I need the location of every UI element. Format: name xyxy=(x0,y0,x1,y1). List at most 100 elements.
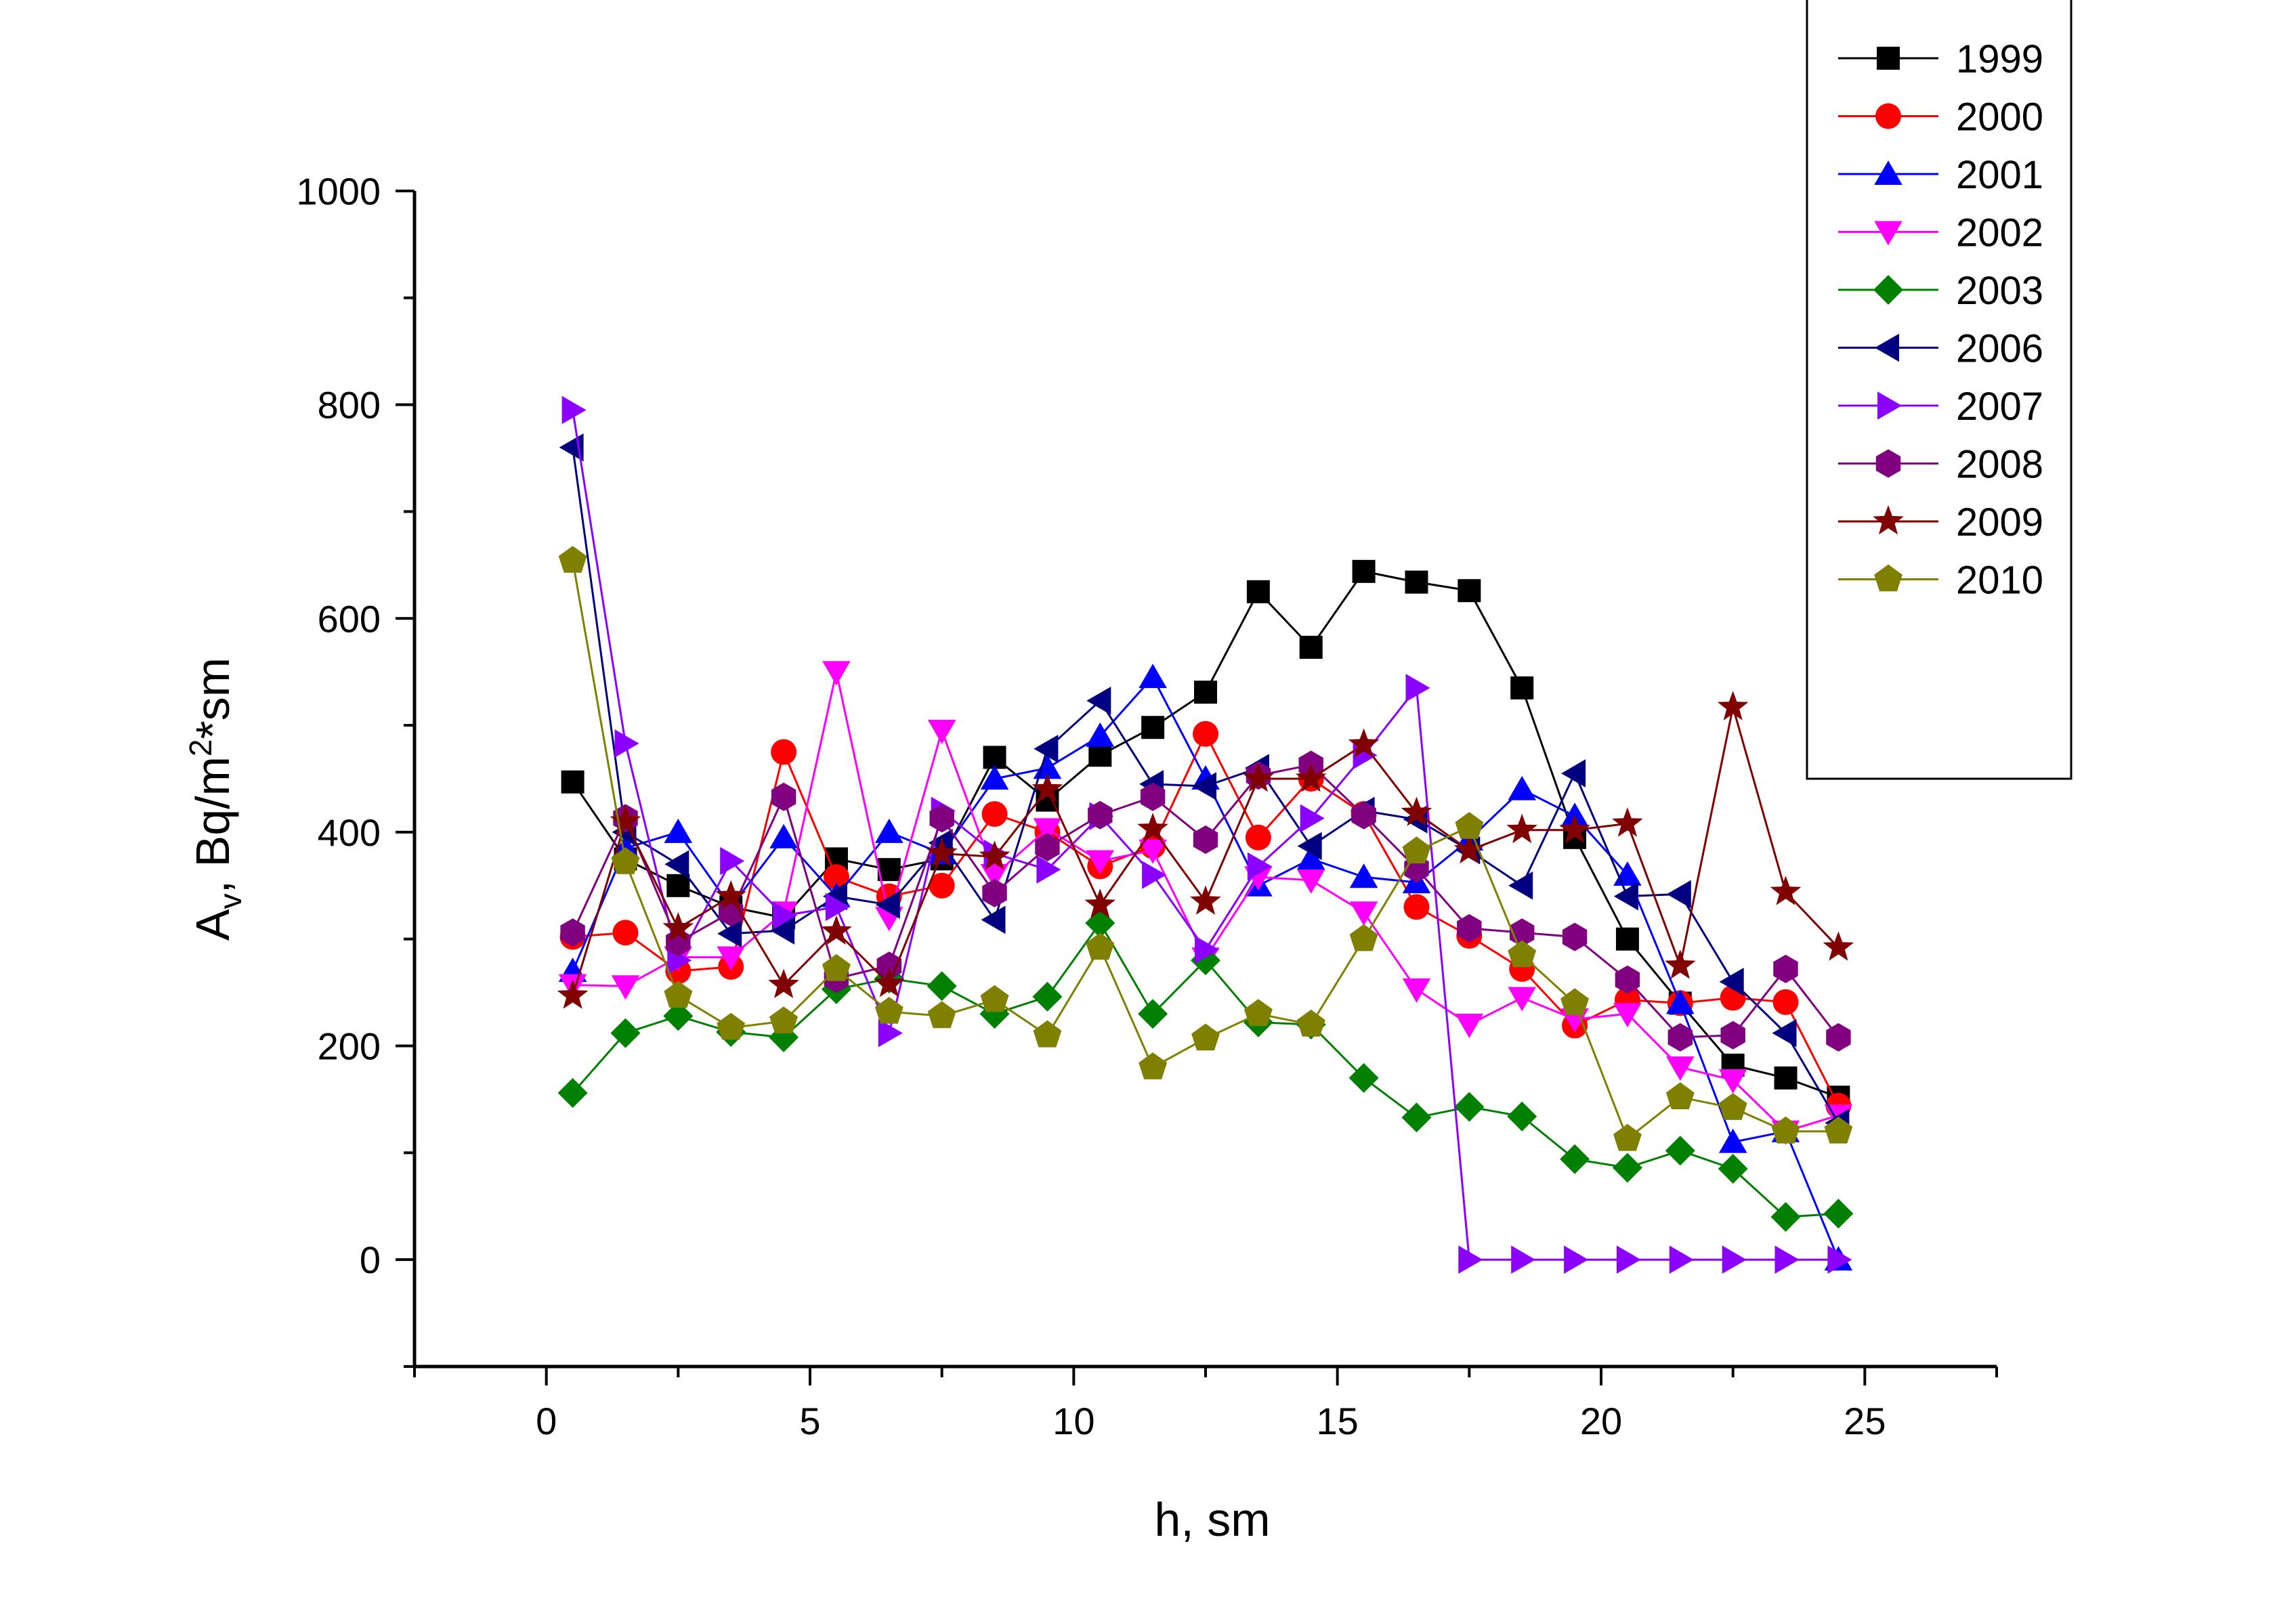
data-point-2009 xyxy=(610,805,641,835)
data-point-2000 xyxy=(771,739,797,765)
data-point-2008 xyxy=(1773,954,1798,983)
data-point-2009 xyxy=(1243,762,1274,792)
data-point-2001 xyxy=(1718,1128,1747,1153)
data-point-2006 xyxy=(1192,772,1216,800)
data-point-2002 xyxy=(1455,1014,1484,1038)
series-2006 xyxy=(559,433,1850,1137)
data-point-2003 xyxy=(927,971,957,1002)
x-axis-title: h, sm xyxy=(1154,1493,1270,1546)
y-axis-title-tail: *sm xyxy=(186,658,239,739)
data-point-2008 xyxy=(1826,1023,1851,1052)
data-point-2008 xyxy=(560,918,585,947)
data-point-2007 xyxy=(1247,852,1272,881)
data-point-2003 xyxy=(1401,1102,1432,1133)
y-tick-label: 800 xyxy=(318,384,381,427)
data-point-2009 xyxy=(1137,813,1168,842)
data-point-2008 xyxy=(1035,833,1060,861)
data-point-2010 xyxy=(1402,836,1431,864)
data-point-1999 xyxy=(1299,635,1323,659)
data-point-2007 xyxy=(1827,1245,1852,1274)
data-point-2003 xyxy=(1665,1136,1695,1166)
data-point-1999 xyxy=(1194,681,1217,704)
legend-item-2009: 2009 xyxy=(1838,500,2043,544)
data-point-2008 xyxy=(982,878,1007,907)
data-point-2008 xyxy=(1140,782,1166,811)
data-point-2010 xyxy=(1139,1052,1168,1079)
data-point-1999 xyxy=(983,746,1006,769)
data-point-2009 xyxy=(821,915,852,945)
legend-marker xyxy=(1877,391,1902,420)
data-point-2009 xyxy=(557,979,589,1009)
data-point-2009 xyxy=(926,837,958,867)
legend-item-2006: 2006 xyxy=(1838,327,2043,371)
legend-marker xyxy=(1874,564,1902,592)
data-point-2010 xyxy=(1824,1116,1853,1144)
data-point-2007 xyxy=(614,729,639,758)
y-tick-label: 400 xyxy=(318,811,381,854)
data-point-2007 xyxy=(1722,1245,1747,1274)
data-point-2010 xyxy=(1243,999,1273,1026)
data-point-2003 xyxy=(1032,981,1063,1012)
data-point-2003 xyxy=(1718,1154,1748,1184)
data-point-1999 xyxy=(561,770,584,794)
data-point-2002 xyxy=(1718,1069,1747,1094)
legend-label: 2009 xyxy=(1956,500,2043,544)
data-point-2009 xyxy=(662,911,694,942)
x-tick-label: 5 xyxy=(799,1400,820,1442)
data-point-2007 xyxy=(1300,804,1325,833)
data-point-2008 xyxy=(1562,922,1588,951)
data-point-2007 xyxy=(561,395,587,425)
data-point-2001 xyxy=(1666,989,1695,1014)
legend-item-2007: 2007 xyxy=(1838,385,2043,429)
legend-item-2000: 2000 xyxy=(1838,95,2043,139)
data-point-2003 xyxy=(1138,999,1168,1029)
data-point-2010 xyxy=(822,953,851,981)
data-point-2002 xyxy=(1086,850,1115,875)
data-point-2002 xyxy=(1613,1003,1642,1028)
data-point-2009 xyxy=(1295,762,1327,792)
data-point-2007 xyxy=(1511,1245,1536,1274)
y-tick-label: 600 xyxy=(318,597,381,640)
data-point-2002 xyxy=(1508,987,1536,1012)
data-point-2006 xyxy=(1561,759,1586,788)
data-point-2009 xyxy=(1823,931,1854,961)
y-axis-title-unit: , Bq/m xyxy=(186,756,239,893)
data-point-2007 xyxy=(1458,1245,1483,1274)
data-point-2001 xyxy=(980,765,1009,790)
data-point-2006 xyxy=(981,905,1006,934)
data-point-2008 xyxy=(929,804,954,833)
data-point-2007 xyxy=(1195,935,1219,964)
data-point-2010 xyxy=(558,546,587,573)
y-axis-title: Av, Bq/m2*sm xyxy=(183,658,248,941)
data-point-2008 xyxy=(876,951,901,981)
data-point-2007 xyxy=(773,901,798,930)
data-point-2008 xyxy=(1615,965,1640,994)
data-point-2007 xyxy=(720,846,745,876)
data-point-1999 xyxy=(1615,927,1639,951)
data-point-2006 xyxy=(1034,735,1059,763)
data-point-2003 xyxy=(1612,1153,1642,1183)
data-point-2009 xyxy=(1190,885,1221,915)
y-tick-label: 1000 xyxy=(296,170,381,213)
data-point-2010 xyxy=(1508,940,1537,968)
data-point-2010 xyxy=(664,981,693,1008)
data-point-2010 xyxy=(1771,1116,1800,1144)
data-point-1999 xyxy=(1510,676,1534,700)
data-point-2000 xyxy=(823,864,849,890)
data-point-2002 xyxy=(980,864,1009,888)
data-point-2006 xyxy=(1086,687,1111,715)
data-point-2007 xyxy=(1774,1245,1800,1274)
data-point-2009 xyxy=(1084,888,1116,918)
legend-label: 1999 xyxy=(1956,37,2043,81)
legend-item-2003: 2003 xyxy=(1838,269,2043,313)
data-point-2007 xyxy=(825,892,850,922)
y-axis-title-main: A xyxy=(186,909,239,941)
data-point-1999 xyxy=(666,874,690,897)
legend-item-2002: 2002 xyxy=(1838,211,2043,255)
data-point-2009 xyxy=(1717,691,1749,721)
legend-label: 2003 xyxy=(1956,269,2043,313)
data-point-2008 xyxy=(1457,913,1482,943)
legend-item-2008: 2008 xyxy=(1838,443,2043,487)
data-point-2010 xyxy=(1033,1020,1062,1048)
data-point-2008 xyxy=(771,782,796,811)
